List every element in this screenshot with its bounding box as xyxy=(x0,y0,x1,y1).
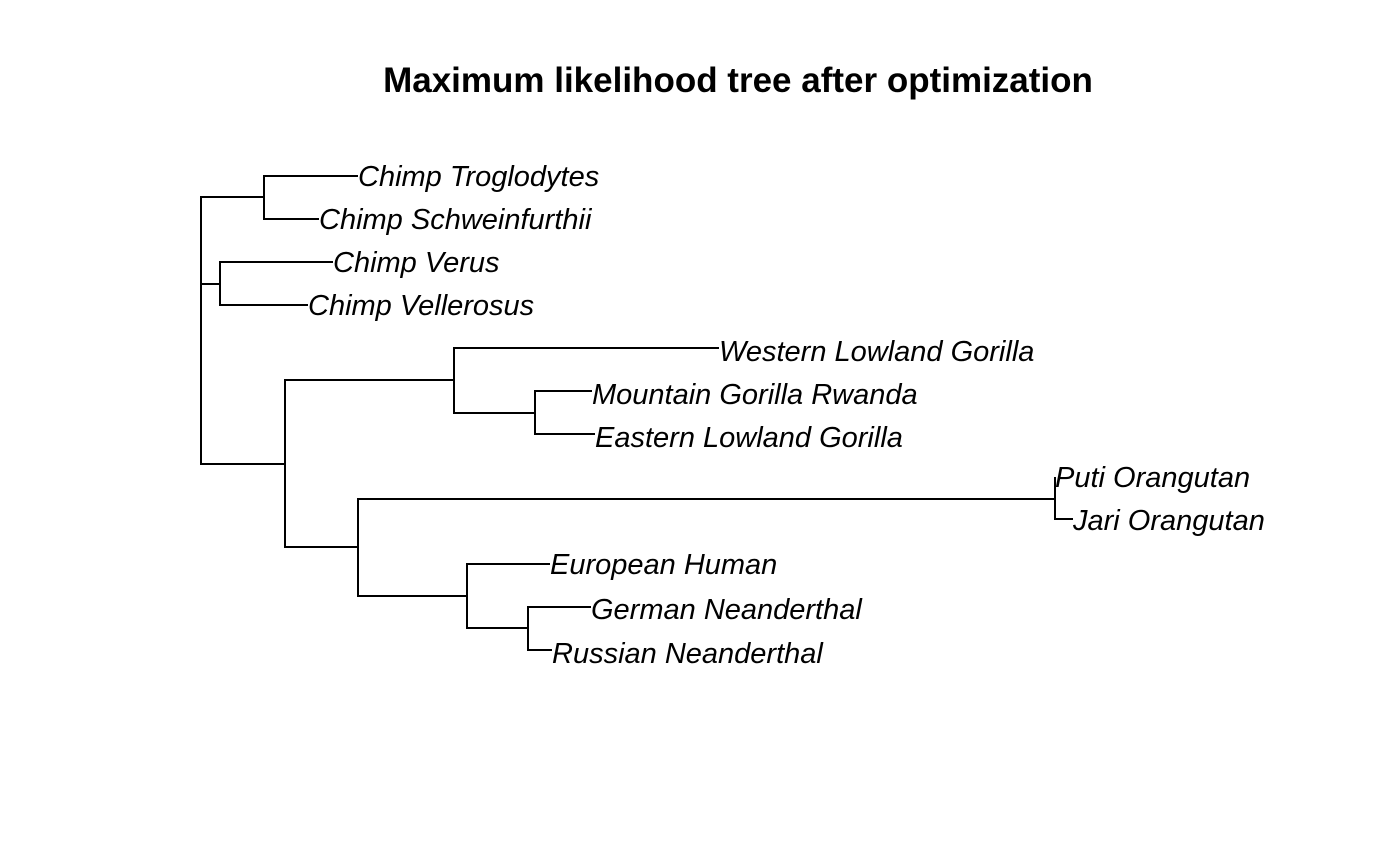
tree-title: Maximum likelihood tree after optimizati… xyxy=(383,61,1093,100)
tip-label-german-neanderthal: German Neanderthal xyxy=(591,594,863,626)
tip-label-jari-orangutan: Jari Orangutan xyxy=(1072,505,1265,537)
tip-label-chimp-schweinfurthii: Chimp Schweinfurthii xyxy=(319,204,593,236)
tree-branches xyxy=(200,175,1073,651)
tip-label-puti-orangutan: Puti Orangutan xyxy=(1055,462,1250,494)
tip-label-european-human: European Human xyxy=(550,549,777,581)
tip-labels: Chimp Troglodytes Chimp Schweinfurthii C… xyxy=(308,161,1265,670)
tip-label-chimp-verus: Chimp Verus xyxy=(333,247,500,279)
tip-label-western-lowland-gorilla: Western Lowland Gorilla xyxy=(719,336,1034,368)
tip-label-russian-neanderthal: Russian Neanderthal xyxy=(552,638,824,670)
tip-label-chimp-vellerosus: Chimp Vellerosus xyxy=(308,290,534,322)
tip-label-chimp-troglodytes: Chimp Troglodytes xyxy=(358,161,599,193)
tip-label-mountain-gorilla-rwanda: Mountain Gorilla Rwanda xyxy=(592,379,918,411)
tip-label-eastern-lowland-gorilla: Eastern Lowland Gorilla xyxy=(595,422,903,454)
